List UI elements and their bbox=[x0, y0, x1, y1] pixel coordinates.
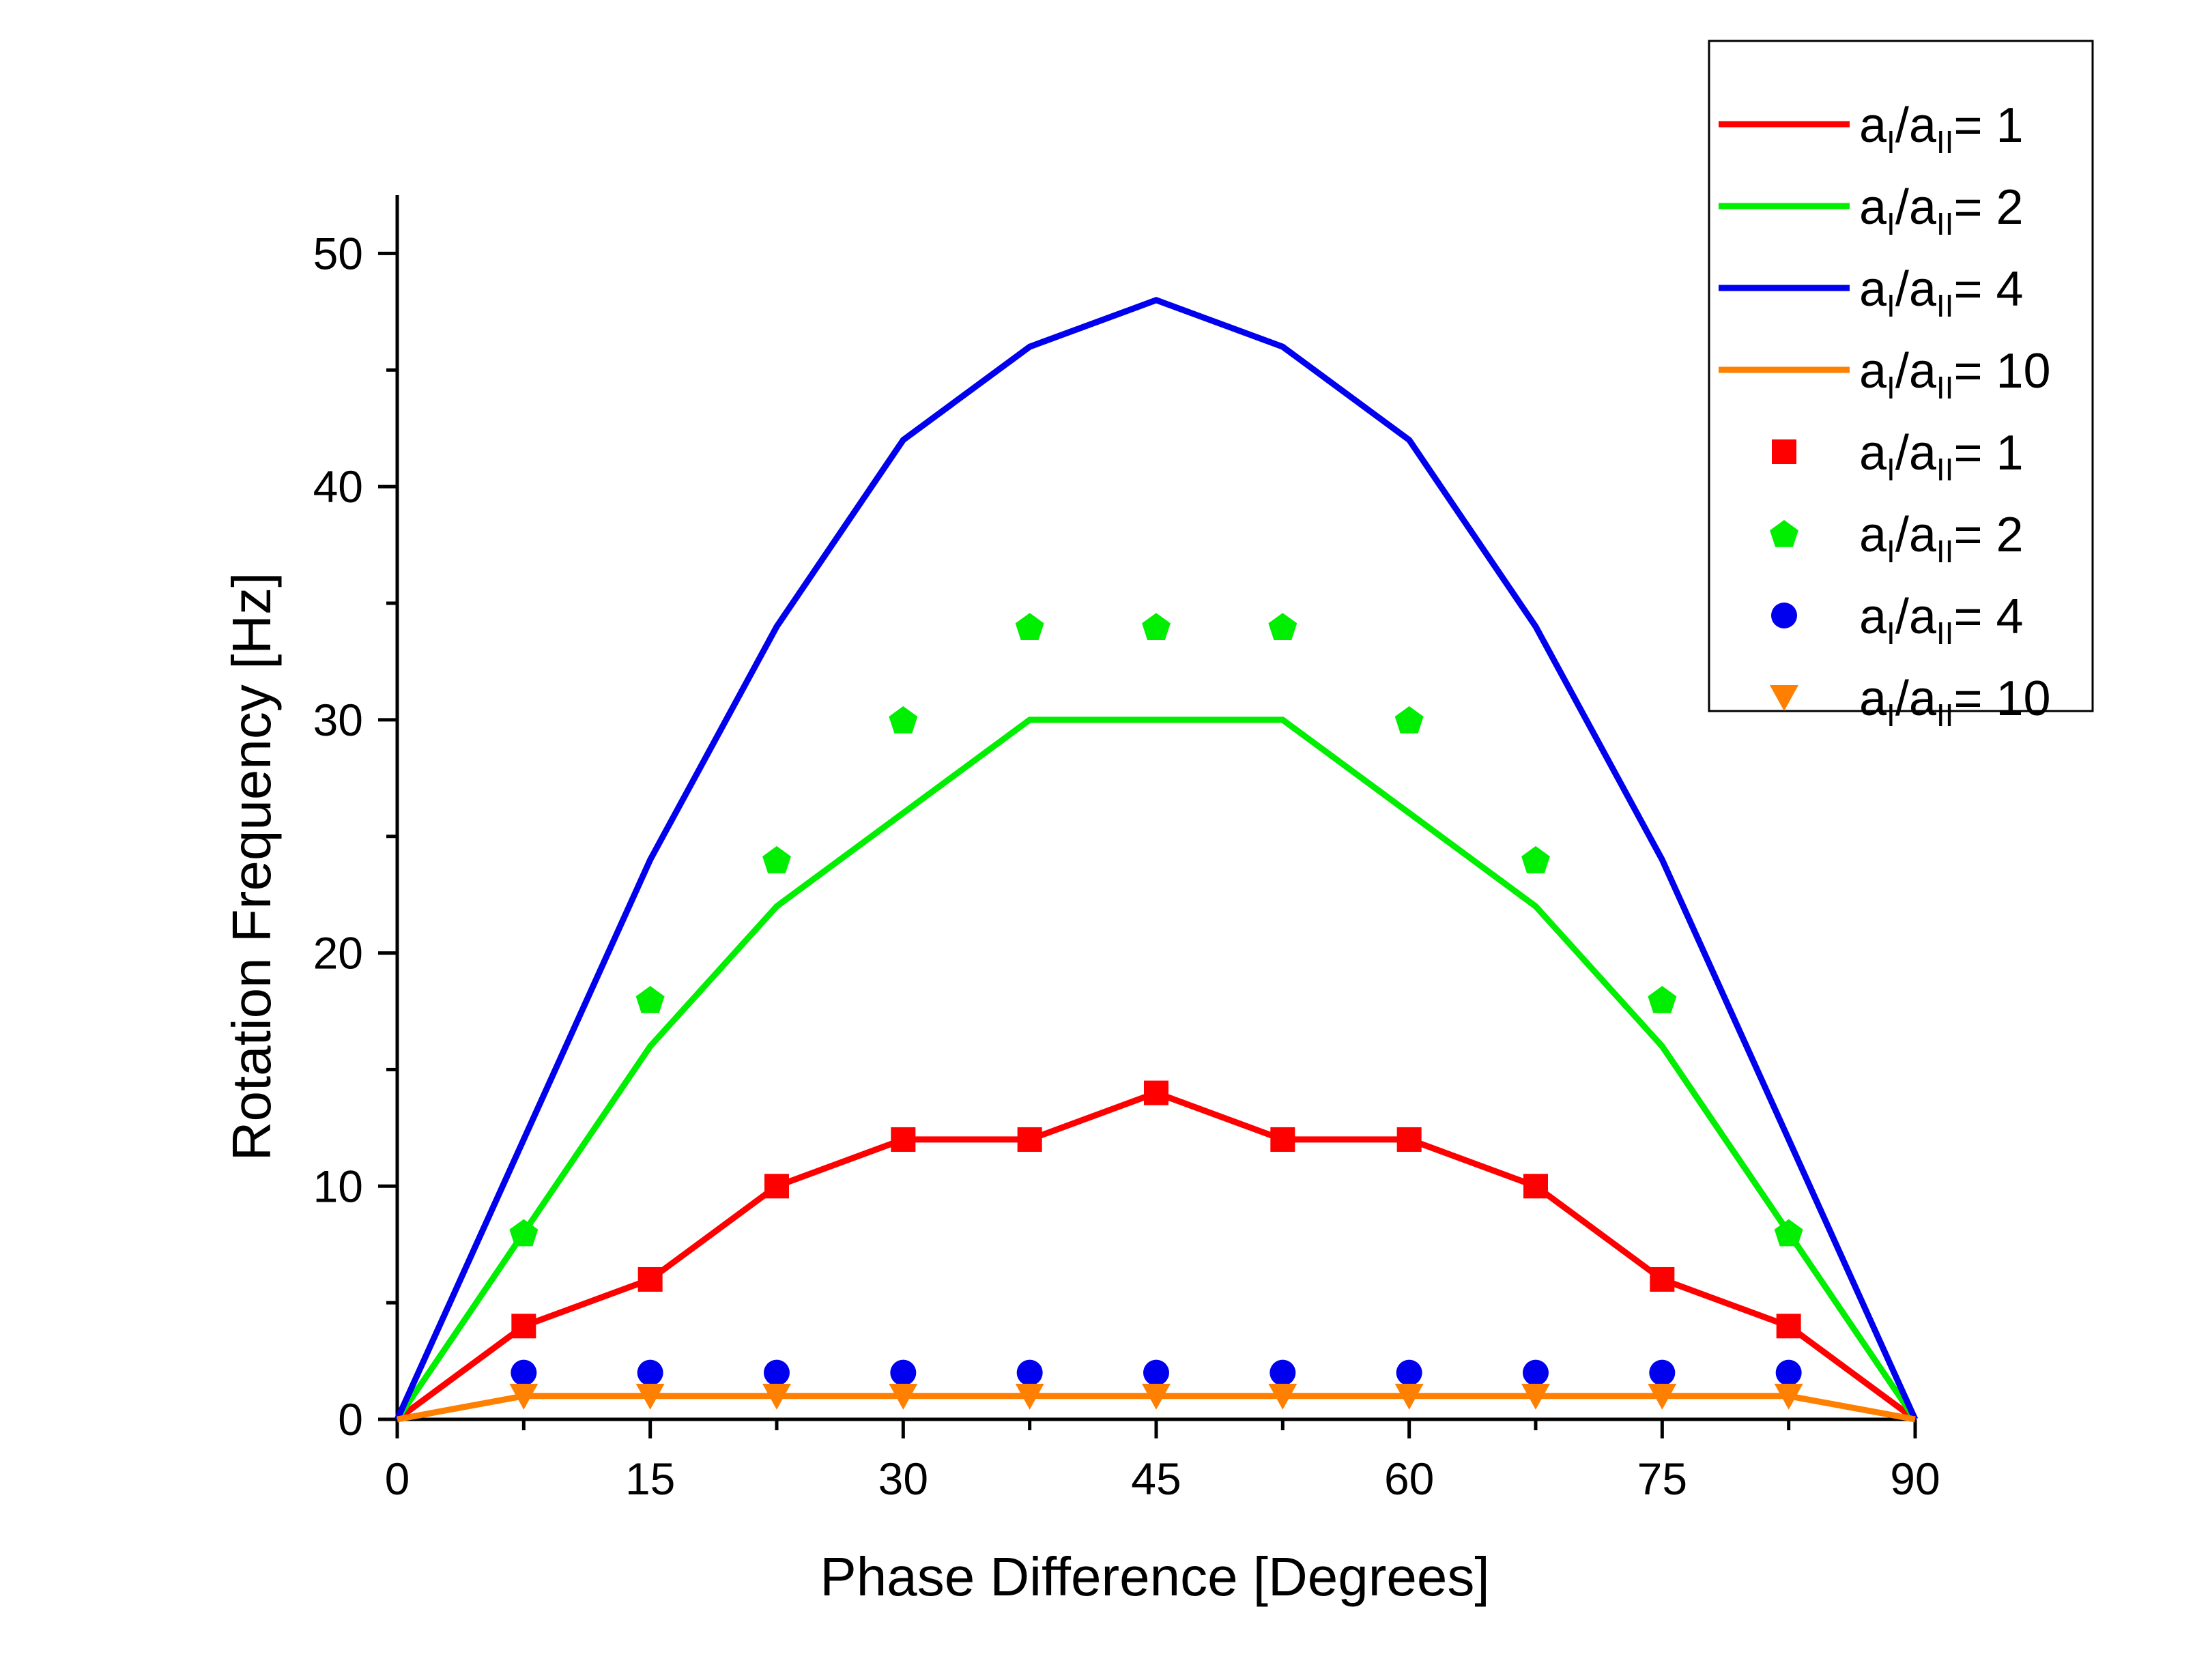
data-point bbox=[764, 1359, 790, 1386]
data-point bbox=[1270, 1127, 1295, 1152]
legend-label: aI/aII= 10 bbox=[1859, 344, 2051, 405]
legend-entry-1: aI/aII= 1 bbox=[1719, 98, 2024, 160]
data-point bbox=[1268, 1383, 1297, 1410]
legend-box bbox=[1708, 40, 2094, 712]
series-markers-4 bbox=[509, 1383, 1803, 1410]
data-point bbox=[1143, 1359, 1169, 1386]
data-point bbox=[1648, 1383, 1677, 1410]
series-markers-1 bbox=[511, 1080, 1801, 1339]
x-axis-title: Phase Difference [Degrees] bbox=[820, 1546, 1489, 1607]
legend-swatch-marker bbox=[1772, 439, 1796, 464]
x-tick-label: 30 bbox=[878, 1453, 928, 1504]
series-line-2 bbox=[394, 716, 1918, 1421]
legend-label: aI/aII= 4 bbox=[1859, 262, 2024, 323]
data-point bbox=[1775, 1359, 1802, 1386]
data-point bbox=[509, 1219, 539, 1247]
data-point bbox=[889, 1383, 918, 1410]
data-point bbox=[1268, 613, 1297, 640]
x-tick-label: 15 bbox=[625, 1453, 675, 1504]
data-point bbox=[764, 1174, 789, 1199]
x-tick-label: 60 bbox=[1384, 1453, 1434, 1504]
data-point bbox=[511, 1314, 536, 1339]
y-tick-label: 40 bbox=[313, 461, 363, 512]
data-point bbox=[1016, 1359, 1043, 1386]
y-axis-title: Rotation Frequency [Hz] bbox=[221, 573, 282, 1161]
x-tick-label: 45 bbox=[1131, 1453, 1181, 1504]
data-point bbox=[1523, 1359, 1549, 1386]
data-point bbox=[762, 845, 791, 873]
data-point bbox=[637, 1266, 663, 1292]
series-markers-2 bbox=[509, 613, 1803, 1247]
data-point bbox=[1142, 1383, 1171, 1410]
data-point bbox=[1649, 1359, 1676, 1386]
data-point bbox=[1144, 1080, 1168, 1105]
y-tick-label: 20 bbox=[313, 928, 363, 979]
data-point bbox=[635, 985, 665, 1013]
series-markers-3 bbox=[511, 1359, 1802, 1386]
plot-series bbox=[394, 297, 1919, 1423]
legend-label: aI/aII= 2 bbox=[1859, 508, 2024, 569]
data-point bbox=[1269, 1359, 1296, 1386]
data-point bbox=[1396, 1127, 1422, 1152]
legend-swatch-marker bbox=[1770, 520, 1798, 547]
data-point bbox=[1523, 1174, 1548, 1199]
data-point bbox=[635, 1383, 665, 1410]
x-tick-label: 0 bbox=[385, 1453, 410, 1504]
x-tick-label: 90 bbox=[1890, 1453, 1940, 1504]
legend: aI/aII= 1 aI/aII= 2 aI/aII= 4 aI/aII= 10 aI/… bbox=[1708, 40, 2094, 733]
data-point bbox=[1650, 1266, 1675, 1292]
legend-entry-4: aI/aII= 10 bbox=[1719, 344, 2051, 405]
data-point bbox=[890, 1359, 917, 1386]
legend-label: aI/aII= 2 bbox=[1859, 180, 2024, 242]
legend-entry-5: aI/aII= 1 bbox=[1772, 426, 2024, 487]
data-point bbox=[1396, 1359, 1422, 1386]
legend-label: aI/aII= 4 bbox=[1859, 590, 2024, 651]
legend-entry-2: aI/aII= 2 bbox=[1719, 180, 2024, 242]
legend-entry-7: aI/aII= 4 bbox=[1771, 590, 2024, 651]
legend-label: aI/aII= 1 bbox=[1859, 426, 2024, 487]
legend-entry-8: aI/aII= 10 bbox=[1770, 671, 2051, 733]
y-tick-label: 10 bbox=[313, 1161, 363, 1211]
legend-entry-3: aI/aII= 4 bbox=[1719, 262, 2024, 323]
data-point bbox=[1394, 706, 1424, 734]
axes: 0 15 30 45 60 75 90 0 10 20 30 40 50 bbox=[313, 195, 1940, 1504]
data-point bbox=[889, 706, 918, 734]
data-point bbox=[1015, 1383, 1044, 1410]
legend-entry-6: aI/aII= 2 bbox=[1770, 508, 2024, 569]
y-tick-label: 0 bbox=[338, 1394, 363, 1445]
data-point bbox=[1521, 845, 1550, 873]
data-point bbox=[1142, 613, 1171, 640]
data-point bbox=[637, 1359, 663, 1386]
y-tick-label: 50 bbox=[313, 228, 363, 278]
data-point bbox=[1648, 985, 1677, 1013]
legend-label: aI/aII= 1 bbox=[1859, 98, 2024, 160]
data-point bbox=[1017, 1127, 1042, 1152]
data-point bbox=[1521, 1383, 1550, 1410]
y-tick-label: 30 bbox=[313, 695, 363, 745]
data-point bbox=[891, 1127, 916, 1152]
data-point bbox=[762, 1383, 791, 1410]
data-point bbox=[1774, 1383, 1803, 1410]
legend-swatch-marker bbox=[1771, 603, 1797, 628]
x-tick-label: 75 bbox=[1637, 1453, 1687, 1504]
legend-swatch-marker bbox=[1770, 685, 1798, 711]
legend-label: aI/aII= 10 bbox=[1859, 671, 2051, 733]
data-point bbox=[511, 1359, 537, 1386]
data-point bbox=[1776, 1314, 1801, 1339]
data-point bbox=[509, 1383, 539, 1410]
data-point bbox=[1774, 1219, 1803, 1247]
series-line-3 bbox=[394, 297, 1919, 1421]
data-point bbox=[1394, 1383, 1424, 1410]
data-point bbox=[1015, 613, 1044, 640]
